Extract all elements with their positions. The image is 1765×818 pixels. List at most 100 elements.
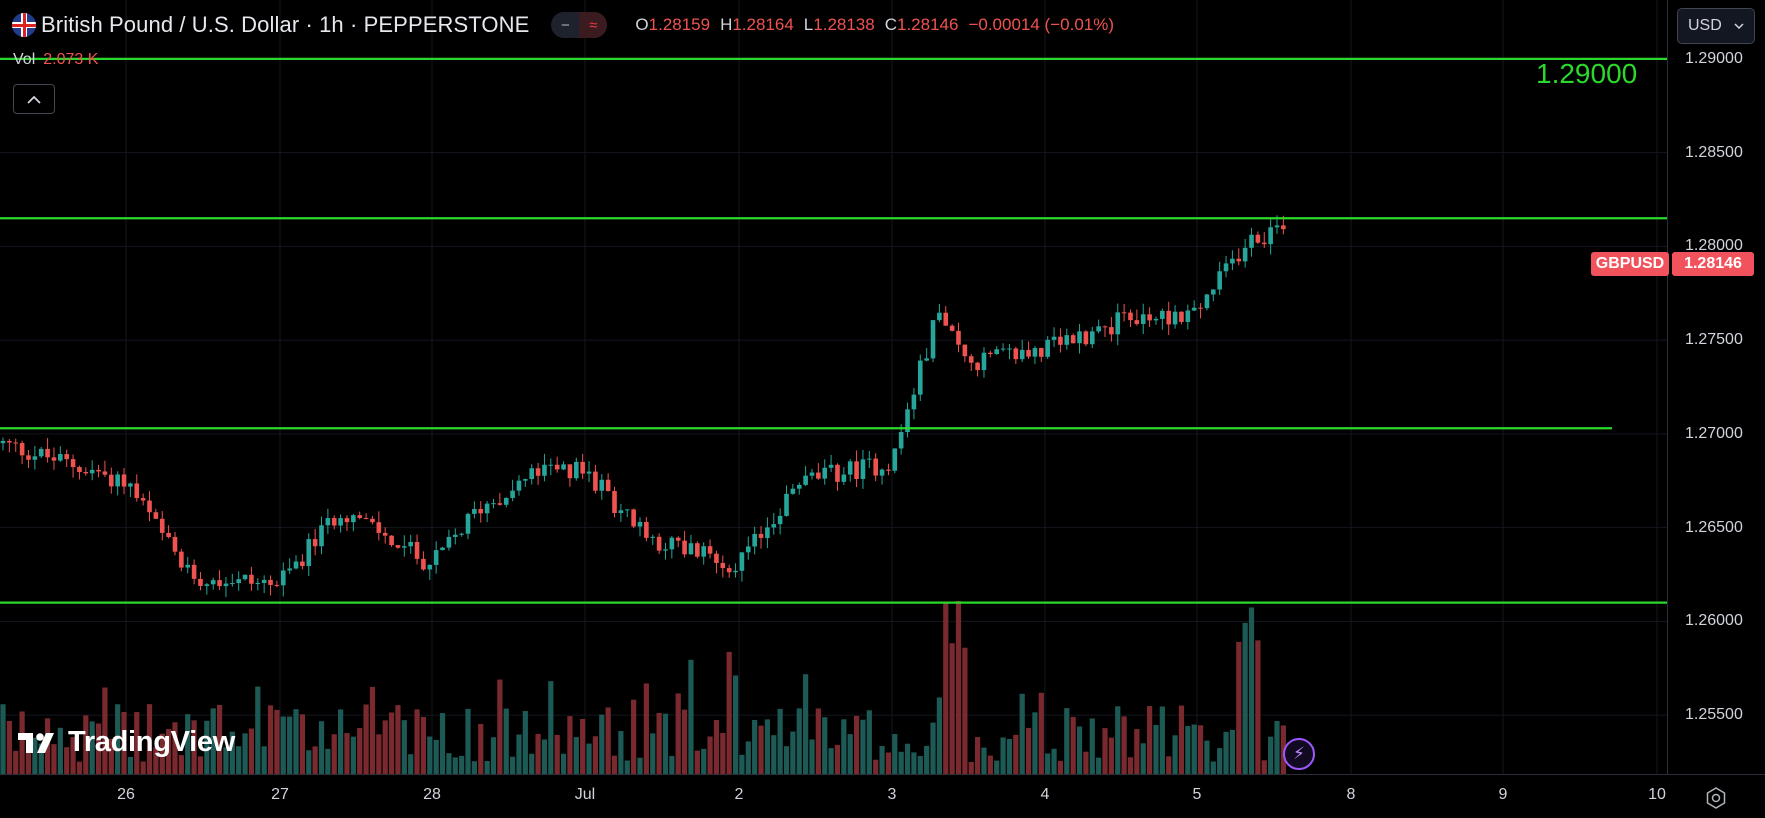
candle-body [293, 561, 299, 569]
volume-bar [873, 759, 879, 774]
currency-value: USD [1688, 17, 1722, 34]
volume-bar [516, 734, 522, 774]
collapse-legend-button[interactable] [13, 84, 55, 114]
candle-body [1019, 349, 1025, 360]
candle-body [0, 440, 6, 444]
volume-bar [1140, 743, 1146, 774]
candle-body [51, 457, 57, 461]
symbol-status-pills[interactable]: − ≈ [551, 12, 608, 38]
candle-body [535, 468, 541, 476]
price-tick-label: 1.25500 [1685, 706, 1743, 724]
candle-body [497, 503, 503, 505]
data-delay-pill[interactable]: ≈ [579, 12, 608, 38]
candle-body [867, 458, 872, 460]
volume-bar [1057, 760, 1064, 774]
volume-bar [19, 711, 25, 774]
volume-bar [1096, 757, 1102, 774]
volume-legend[interactable]: Vol 2.073 K [13, 51, 98, 69]
candle-body [758, 533, 764, 538]
candle-body [121, 474, 127, 487]
candle-body [956, 330, 961, 345]
volume-label: Vol [13, 51, 36, 68]
logo-text: TradingView [68, 726, 235, 758]
candle-body [389, 535, 394, 546]
volume-bar [1185, 726, 1191, 774]
candle-body [1198, 307, 1203, 309]
candle-body [1000, 348, 1006, 350]
volume-bar [580, 719, 586, 774]
level-label: 1.29000 [1536, 58, 1638, 89]
candle-body [491, 503, 496, 505]
candle-body [542, 464, 547, 476]
time-tick-label: Jul [574, 786, 596, 803]
volume-bar [388, 712, 395, 774]
volume-bar [51, 744, 57, 774]
candle-body [624, 509, 630, 511]
candle-body [663, 549, 668, 551]
candle-body [1242, 247, 1248, 262]
candle-body [943, 312, 949, 326]
symbol-title[interactable]: British Pound / U.S. Dollar · 1h · PEPPE… [41, 12, 530, 37]
volume-bar [299, 714, 305, 774]
volume-bar [834, 744, 841, 774]
chart-settings-button[interactable] [1702, 784, 1730, 812]
candle-body [1185, 310, 1191, 322]
volume-bar [828, 748, 834, 774]
candle-body [739, 552, 745, 571]
candle-body [478, 508, 484, 514]
volume-bar [949, 643, 955, 774]
volume-bar [255, 686, 261, 774]
candle-body [1089, 331, 1095, 345]
volume-bar [1025, 727, 1032, 774]
candle-body [822, 467, 828, 479]
volume-bar [815, 708, 821, 774]
volume-bar [796, 708, 802, 774]
candle-body [370, 518, 375, 523]
volume-bar [1261, 760, 1267, 774]
currency-select[interactable]: USD [1677, 8, 1755, 44]
candle-body [790, 488, 796, 494]
candle-body [64, 454, 69, 460]
volume-bar [560, 753, 567, 774]
candle-body [586, 471, 592, 474]
volume-bar [446, 753, 452, 774]
volume-bar [261, 746, 267, 774]
lightning-icon[interactable]: ⚡ [1283, 738, 1315, 770]
candle-body [395, 545, 401, 548]
tradingview-logo[interactable]: TradingView [18, 726, 235, 759]
market-status-pill[interactable]: − [560, 16, 570, 34]
volume-bar [1000, 737, 1006, 774]
candle-body [605, 479, 611, 492]
volume-bar [662, 713, 669, 774]
volume-bar [752, 719, 758, 774]
candle-body [7, 440, 12, 443]
horizontal-levels[interactable] [0, 57, 1667, 604]
candle-body [516, 480, 522, 491]
candle-body [637, 522, 643, 527]
volume-bars [0, 600, 1286, 774]
candle-body [58, 454, 63, 461]
price-tick-label: 1.26500 [1685, 518, 1743, 536]
candle-body [421, 558, 426, 570]
time-tick-label: 9 [1498, 786, 1508, 803]
volume-bar [510, 756, 516, 774]
volume-bar [102, 687, 108, 774]
symbol-price-tag: GBPUSD [1591, 252, 1669, 276]
candle-body [1147, 314, 1152, 321]
price-tick-label: 1.28000 [1685, 237, 1743, 255]
candle-body [319, 525, 324, 547]
volume-bar [707, 736, 713, 774]
volume-bar [1248, 607, 1255, 774]
volume-bar [306, 750, 312, 774]
volume-bar [108, 738, 114, 774]
candle-body [223, 583, 229, 587]
candle-body [1045, 339, 1050, 357]
candle-body [1249, 234, 1254, 248]
time-tick-label: 3 [887, 786, 897, 803]
candle-body [115, 474, 120, 487]
price-tick-label: 1.28500 [1685, 143, 1743, 161]
volume-bar [681, 709, 688, 774]
volume-bar [567, 716, 573, 774]
chevron-up-icon [27, 95, 41, 104]
